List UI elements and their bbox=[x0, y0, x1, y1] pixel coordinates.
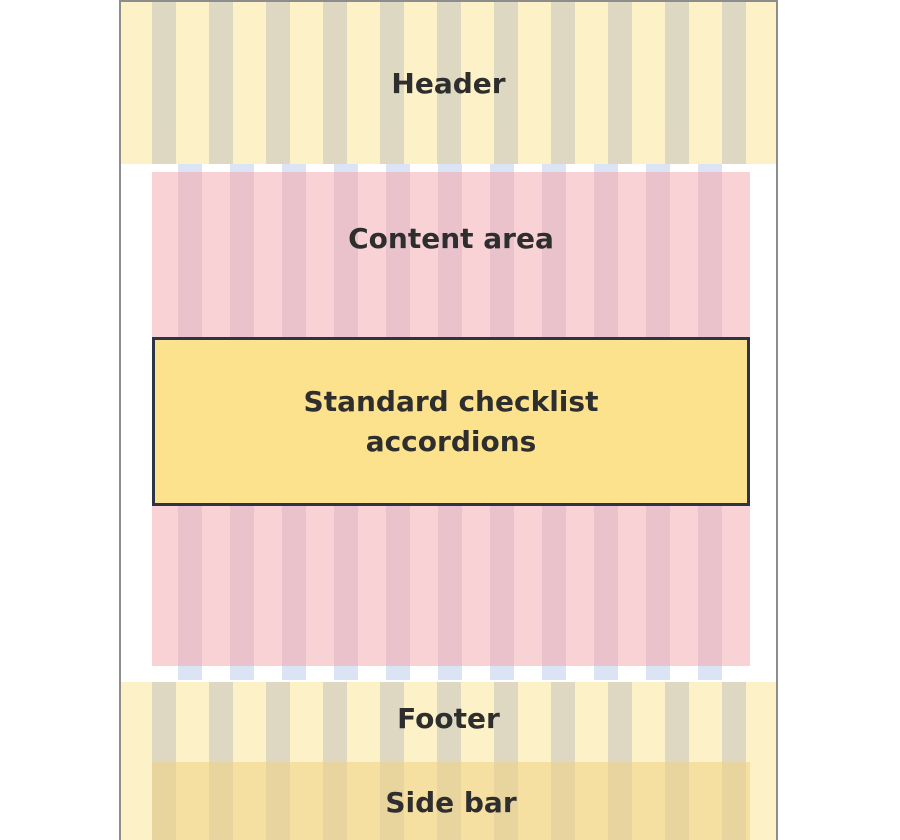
header-label: Header bbox=[391, 66, 506, 100]
sidebar-region: Side bar bbox=[152, 762, 750, 840]
sidebar-label: Side bar bbox=[385, 785, 517, 819]
bottom-gutter bbox=[152, 666, 750, 680]
layout-frame: Header Content area Standard checklist a… bbox=[119, 0, 778, 840]
top-gutter bbox=[152, 164, 750, 172]
checklist-accordions-label: Standard checklist accordions bbox=[303, 384, 599, 458]
header-region: Header bbox=[121, 2, 776, 164]
content-area-label: Content area bbox=[348, 222, 554, 255]
checklist-accordions-block: Standard checklist accordions bbox=[152, 337, 750, 506]
footer-label: Footer bbox=[397, 702, 500, 735]
